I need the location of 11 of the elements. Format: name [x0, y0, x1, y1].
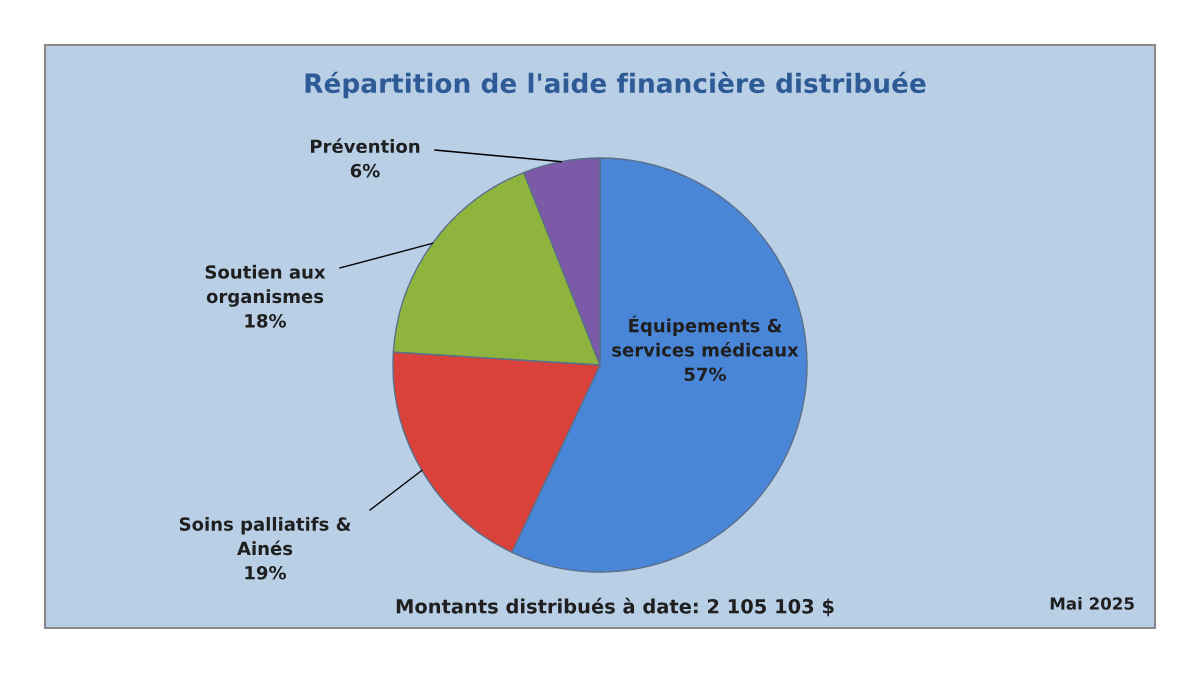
text: Montants distribués à date: 2 105 103 $ [396, 597, 834, 617]
chart-title: Répartition de l'aide financière distribuée [305, 71, 926, 99]
data-label: 19% [245, 565, 287, 580]
slice-label: Équipements & services médicaux [612, 315, 799, 357]
slice-label: Prévention [310, 138, 420, 154]
text: Mai 2025 [1050, 596, 1134, 610]
data-label: 6% [350, 163, 380, 178]
slice-label: Soins palliatifs & Ainés [179, 516, 351, 556]
slice-label: Soutien aux organismes [205, 264, 326, 307]
data-label: 18% [245, 313, 287, 328]
data-label: 57% [684, 367, 727, 382]
